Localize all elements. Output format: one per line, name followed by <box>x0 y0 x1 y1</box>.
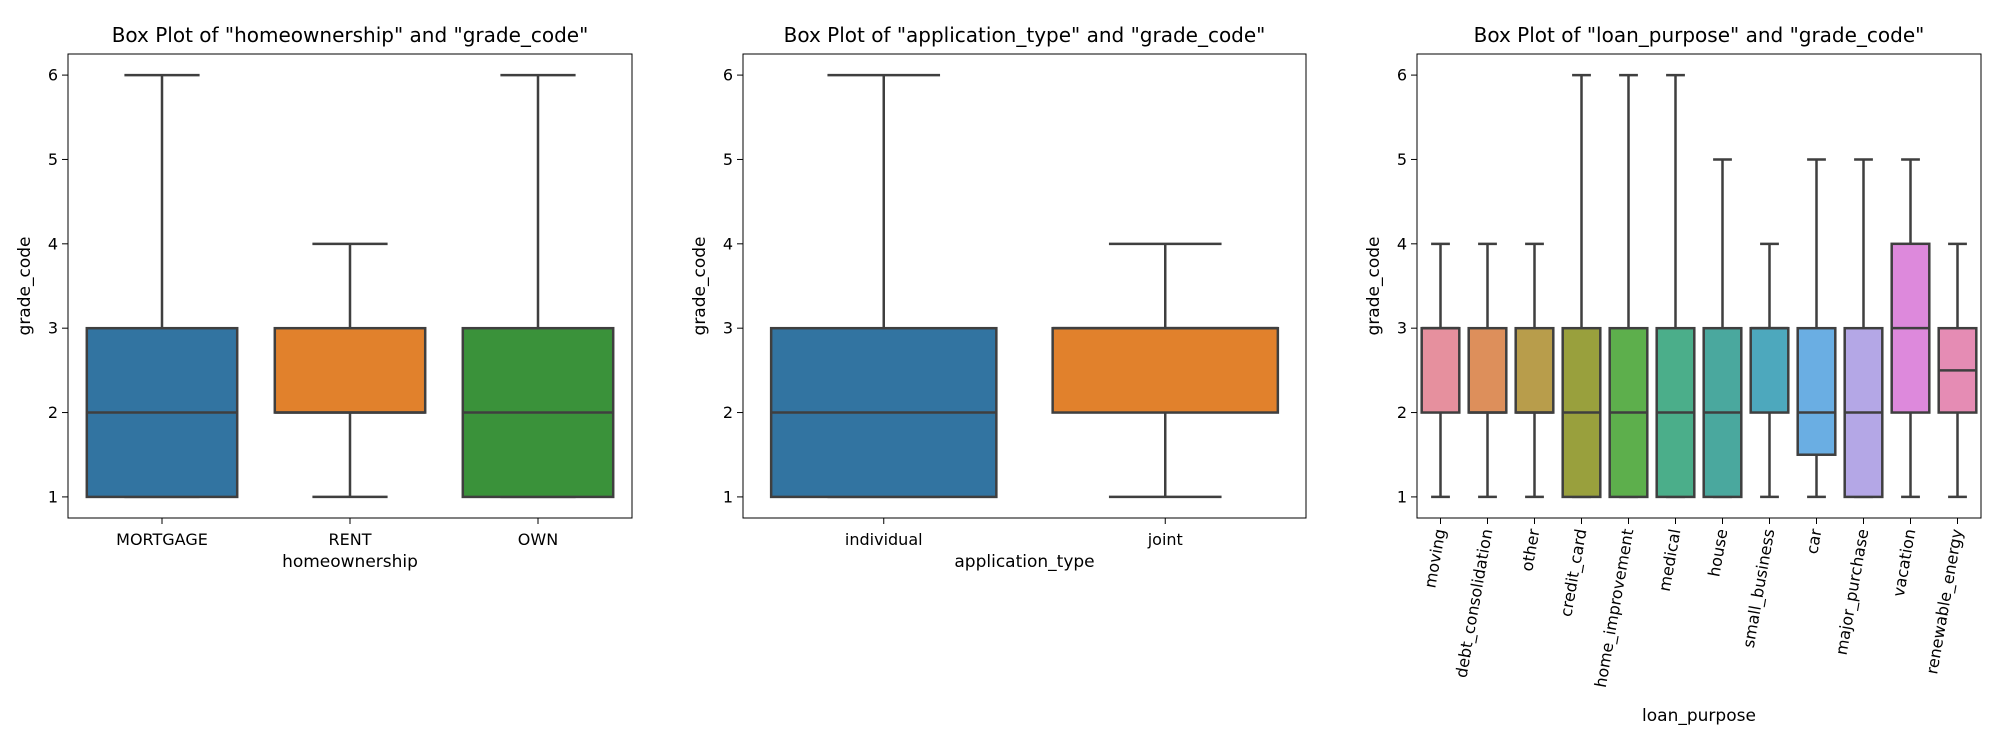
x-tick-label: other <box>1517 527 1543 573</box>
y-tick-label: 2 <box>1397 403 1407 422</box>
box-renewable_energy <box>1937 242 1978 499</box>
y-tick-label: 4 <box>48 234 58 253</box>
y-tick-label: 4 <box>723 234 733 253</box>
box-RENT <box>273 242 427 499</box>
y-tick-label: 1 <box>723 487 733 506</box>
y-tick-label: 6 <box>723 66 733 85</box>
y-tick-label: 1 <box>48 487 58 506</box>
x-tick-label: moving <box>1420 527 1449 589</box>
x-tick-label: major_purchase <box>1832 527 1874 656</box>
x-tick-label: medical <box>1655 527 1685 592</box>
x-tick-label: renewable_energy <box>1922 527 1967 675</box>
box-debt_consolidation <box>1467 242 1508 499</box>
y-tick-label: 5 <box>1397 150 1407 169</box>
x-tick-label: vacation <box>1889 527 1920 598</box>
y-tick-label: 2 <box>48 403 58 422</box>
y-tick-label: 1 <box>1397 487 1407 506</box>
x-axis-label: homeownership <box>282 552 418 572</box>
x-tick-label: house <box>1704 527 1731 578</box>
x-tick-label: joint <box>1147 530 1183 549</box>
box-OWN <box>461 73 615 499</box>
box-medical <box>1655 73 1696 499</box>
box-iqr <box>1051 326 1280 414</box>
x-tick-label: small_business <box>1739 527 1780 649</box>
x-axis-label: loan_purpose <box>1642 706 1756 726</box>
box-home_improvement <box>1608 73 1649 499</box>
x-tick-label: credit_card <box>1556 527 1591 618</box>
box-vacation <box>1890 158 1931 499</box>
chart-title: Box Plot of "loan_purpose" and "grade_co… <box>1474 23 1925 47</box>
y-axis-label: grade_code <box>1364 237 1384 336</box>
box-iqr <box>1796 326 1837 456</box>
box-major_purchase <box>1843 158 1884 499</box>
box-credit_card <box>1561 73 1602 499</box>
box-small_business <box>1749 242 1790 499</box>
box-iqr <box>1420 326 1461 414</box>
x-axis-label: application_type <box>954 552 1094 572</box>
chart-panel-2: Box Plot of "application_type" and "grad… <box>690 23 1307 572</box>
x-tick-label: OWN <box>518 530 558 549</box>
x-tick-label: home_improvement <box>1591 527 1639 689</box>
box-moving <box>1420 242 1461 499</box>
box-iqr <box>1514 326 1555 414</box>
box-joint <box>1051 242 1280 499</box>
plot-frame <box>742 53 1307 519</box>
x-tick-label: car <box>1802 527 1825 556</box>
chart-panel-1: Box Plot of "homeownership" and "grade_c… <box>15 23 633 572</box>
x-tick-label: individual <box>845 530 923 549</box>
box-other <box>1514 242 1555 499</box>
y-tick-label: 3 <box>48 319 58 338</box>
y-tick-label: 5 <box>723 150 733 169</box>
y-axis-label: grade_code <box>690 237 710 336</box>
y-tick-label: 2 <box>723 403 733 422</box>
box-iqr <box>273 326 427 414</box>
plot-frame <box>1416 53 1982 519</box>
y-tick-label: 6 <box>48 66 58 85</box>
y-tick-label: 3 <box>1397 319 1407 338</box>
y-tick-label: 5 <box>48 150 58 169</box>
box-car <box>1796 158 1837 499</box>
box-iqr <box>1749 326 1790 414</box>
chart-title: Box Plot of "homeownership" and "grade_c… <box>112 23 589 47</box>
x-tick-label: MORTGAGE <box>116 530 208 549</box>
x-tick-label: RENT <box>329 530 372 549</box>
x-tick-label: debt_consolidation <box>1452 527 1498 679</box>
y-axis-label: grade_code <box>15 237 35 336</box>
box-house <box>1702 158 1743 499</box>
box-individual <box>769 73 998 499</box>
y-tick-label: 3 <box>723 319 733 338</box>
y-tick-label: 4 <box>1397 234 1407 253</box>
chart-title: Box Plot of "application_type" and "grad… <box>784 23 1266 47</box>
box-MORTGAGE <box>85 73 239 499</box>
y-tick-label: 6 <box>1397 66 1407 85</box>
box-iqr <box>1467 326 1508 414</box>
chart-panel-3: Box Plot of "loan_purpose" and "grade_co… <box>1364 23 1982 726</box>
